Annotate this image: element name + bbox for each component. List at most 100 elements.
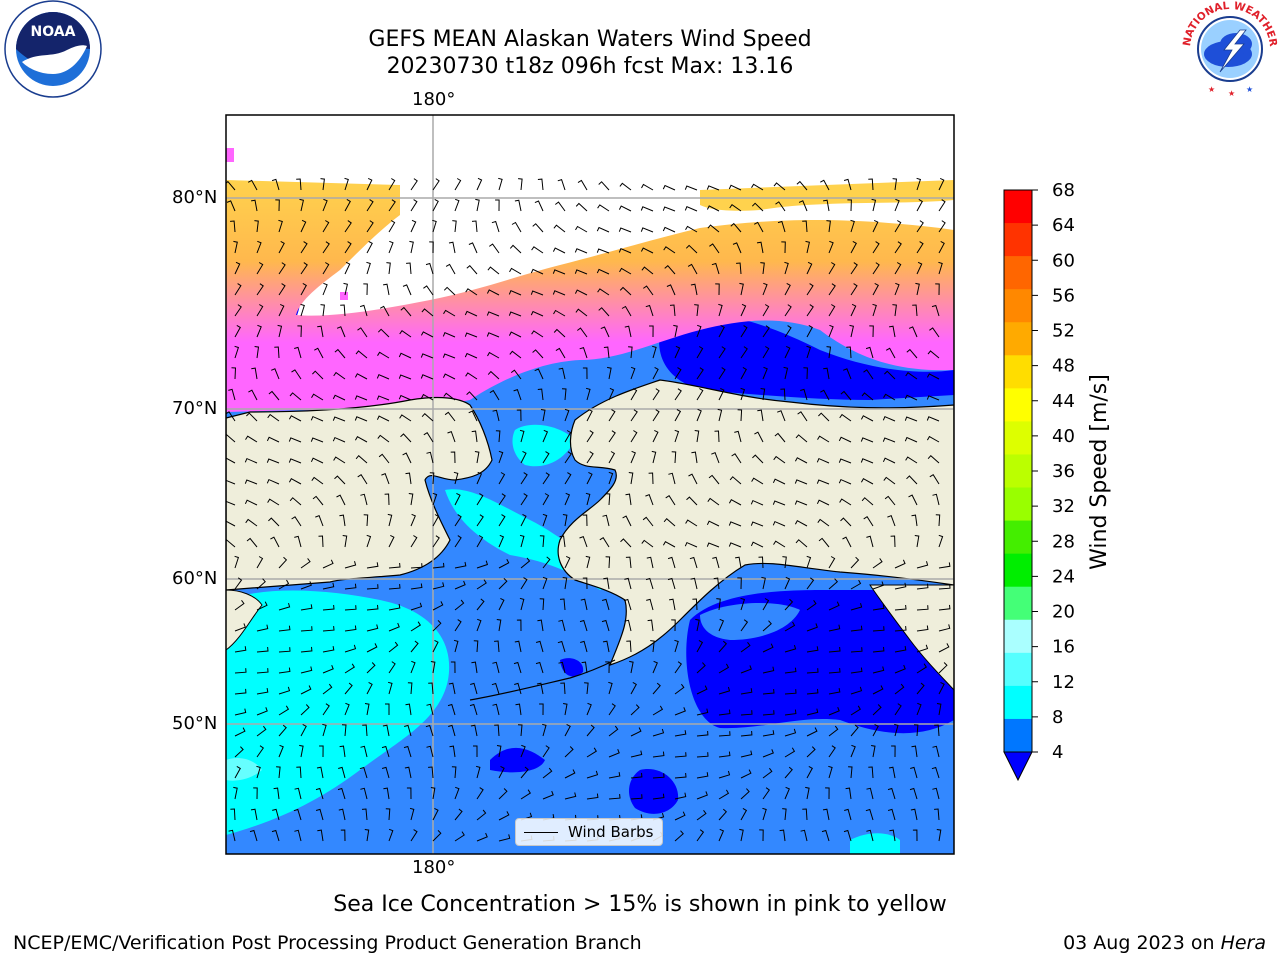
wind-barb [486, 289, 500, 296]
wind-barb [621, 305, 632, 317]
wind-barb [934, 724, 940, 737]
wind-barb [850, 625, 863, 632]
wind-barb [291, 516, 302, 527]
wind-barb [514, 199, 522, 212]
wind-barb [582, 577, 588, 590]
wind-barb [649, 325, 654, 338]
wind-barb [868, 178, 874, 191]
wind-barb [278, 262, 286, 275]
wind-barb [400, 306, 412, 317]
wind-barb [872, 723, 879, 737]
svg-text:NOAA: NOAA [31, 24, 76, 40]
wind-barb [498, 559, 510, 569]
wind-barb [534, 200, 544, 212]
credit-text: NCEP/EMC/Verification Post Processing Pr… [13, 932, 642, 954]
wind-barb [674, 409, 682, 422]
wind-barb [674, 772, 687, 779]
wind-barb [762, 282, 768, 296]
wind-barb [911, 514, 918, 527]
wind-barb [230, 808, 236, 821]
wind-barb [828, 765, 833, 779]
date-text: 03 Aug 2023 on Hera [1063, 932, 1266, 954]
wind-barb [938, 662, 948, 674]
wind-barb [608, 681, 613, 695]
wind-barb [322, 582, 335, 590]
wind-barb [454, 619, 462, 632]
colorbar-tick-label: 40 [1052, 426, 1075, 447]
wind-barb [344, 605, 357, 611]
wind-barb [882, 437, 896, 443]
wind-barb [916, 702, 922, 716]
wind-barb [226, 457, 236, 464]
colorbar-extend-arrow [1003, 751, 1033, 782]
wind-barb [421, 308, 434, 317]
wind-barb [320, 304, 325, 317]
wind-barb [366, 584, 379, 590]
wind-barb [828, 745, 836, 758]
wind-barb [751, 183, 764, 191]
wind-barb [464, 332, 478, 338]
colorbar-segment [1004, 388, 1032, 422]
wind-barb [366, 624, 379, 632]
wind-barb [234, 688, 247, 695]
chart-subtitle: 20230730 t18z 096h fcst Max: 13.16 [386, 54, 794, 79]
wind-barb [487, 266, 500, 275]
wind-barb [248, 389, 258, 401]
wind-barb [740, 769, 752, 779]
wind-barb [278, 602, 291, 611]
colorbar-segment [1004, 487, 1032, 522]
wind-barb [517, 724, 523, 737]
wind-barb [278, 579, 290, 590]
wind-barb [586, 702, 592, 716]
wind-barb [520, 493, 528, 506]
wind-barb [233, 240, 238, 254]
wind-barb [598, 181, 610, 191]
wind-barb [843, 829, 852, 842]
wind-barb [596, 268, 610, 275]
wind-barb [894, 703, 902, 716]
wind-barb [579, 619, 588, 632]
wind-barb [429, 241, 434, 254]
wind-barb [476, 809, 487, 821]
wind-barb [669, 598, 676, 611]
wind-barb [608, 749, 620, 758]
wind-barb [442, 353, 456, 359]
wind-barb [450, 661, 456, 674]
wind-barb [288, 458, 302, 464]
colorbar-segment [1004, 421, 1032, 455]
colorbar-tick-label: 24 [1052, 566, 1075, 587]
wind-barb [388, 178, 396, 191]
wind-barb [784, 786, 790, 800]
wind-barb [884, 495, 896, 506]
wind-barb [267, 413, 280, 422]
wind-barb [740, 665, 752, 674]
wind-barb [520, 450, 527, 464]
wind-barb [641, 183, 654, 191]
wind-barb [278, 647, 291, 653]
wind-barb [426, 745, 434, 758]
wind-barb [800, 388, 808, 401]
wind-barb [247, 179, 258, 191]
wind-barb [575, 308, 588, 317]
wind-barb [740, 303, 747, 317]
wind-barb [911, 745, 918, 758]
wind-barb [432, 178, 440, 191]
wind-barb [909, 787, 918, 800]
wind-barb [520, 789, 531, 800]
wind-barb [234, 283, 242, 296]
wind-barb [314, 347, 324, 359]
wind-barb [403, 745, 412, 758]
wind-barb [377, 328, 390, 338]
wind-barb [760, 388, 766, 401]
wind-barb [706, 542, 720, 548]
wind-barb [916, 644, 929, 653]
wind-barb [410, 563, 423, 569]
wind-barb [300, 646, 313, 653]
wind-barb [234, 727, 246, 737]
wind-barb [300, 604, 313, 611]
wind-barb [516, 619, 522, 632]
wind-barb [536, 682, 544, 695]
wind-barb [498, 597, 505, 611]
wind-barb [473, 640, 479, 653]
wind-barb [894, 220, 902, 233]
